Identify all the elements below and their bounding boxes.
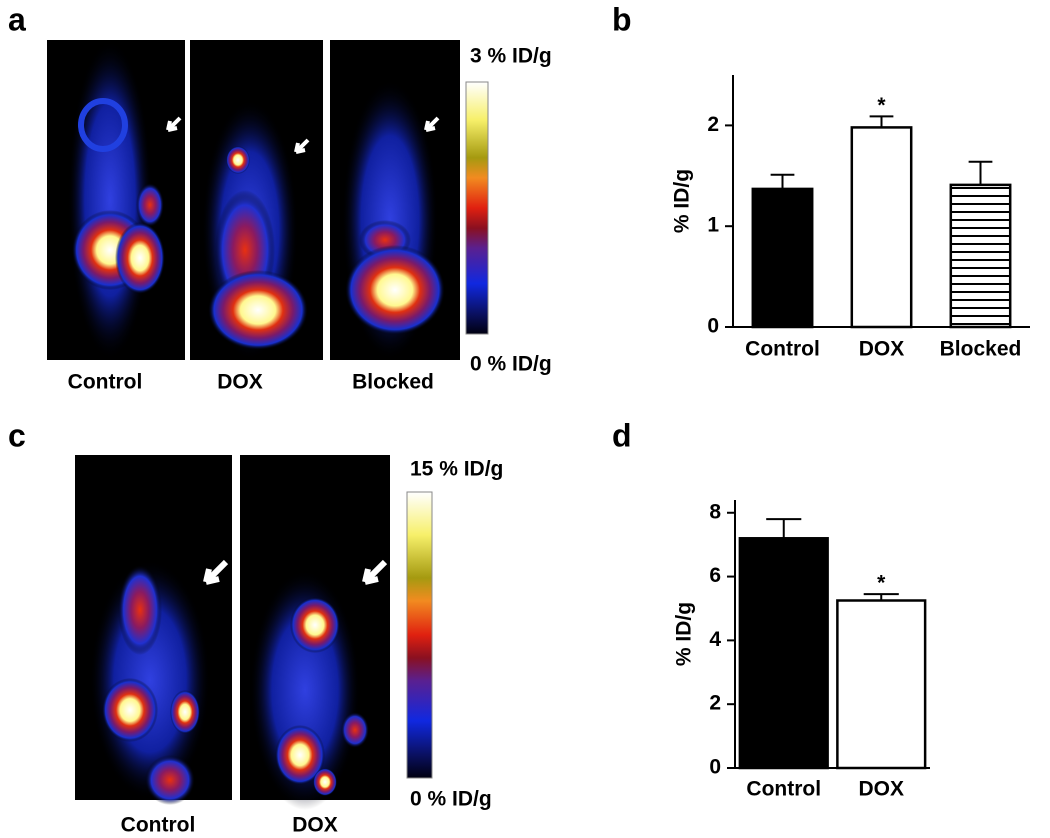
y-tick-label: 2 bbox=[707, 113, 719, 136]
bar bbox=[836, 599, 927, 770]
significance-mark: * bbox=[877, 94, 886, 117]
image-label: Control bbox=[121, 814, 196, 837]
significance-mark: * bbox=[877, 572, 886, 595]
y-axis-label: % ID/g bbox=[673, 602, 696, 666]
image-label: Blocked bbox=[352, 371, 434, 394]
panel-letter: a bbox=[8, 1, 26, 37]
bar bbox=[751, 187, 814, 329]
image-label: DOX bbox=[217, 371, 263, 394]
y-tick-label: 1 bbox=[707, 214, 719, 237]
y-tick-label: 0 bbox=[709, 756, 721, 779]
bar bbox=[850, 126, 913, 329]
y-tick-label: 6 bbox=[709, 564, 721, 587]
scale-min: 0 % ID/g bbox=[470, 353, 552, 376]
panel-letter: d bbox=[612, 417, 632, 453]
y-tick-label: 2 bbox=[709, 692, 721, 715]
y-tick-label: 8 bbox=[709, 500, 721, 523]
x-tick-label: DOX bbox=[859, 338, 905, 361]
pet-images-c bbox=[75, 455, 433, 810]
image-label: DOX bbox=[292, 814, 338, 837]
y-tick-label: 4 bbox=[709, 628, 721, 651]
x-tick-label: Blocked bbox=[940, 338, 1022, 361]
scale-min: 0 % ID/g bbox=[410, 788, 492, 811]
x-tick-label: Control bbox=[745, 338, 820, 361]
image-label: Control bbox=[68, 371, 143, 394]
y-axis-label: % ID/g bbox=[671, 169, 694, 233]
panel-letter: c bbox=[8, 417, 26, 453]
scale-max: 3 % ID/g bbox=[470, 45, 552, 68]
bar bbox=[949, 183, 1012, 329]
x-tick-label: DOX bbox=[858, 778, 904, 801]
panel-letter: b bbox=[612, 1, 632, 37]
pet-images-a bbox=[47, 40, 489, 360]
y-tick-label: 0 bbox=[707, 315, 719, 338]
bar bbox=[738, 537, 829, 770]
x-tick-label: Control bbox=[746, 778, 821, 801]
scale-max: 15 % ID/g bbox=[410, 458, 503, 481]
